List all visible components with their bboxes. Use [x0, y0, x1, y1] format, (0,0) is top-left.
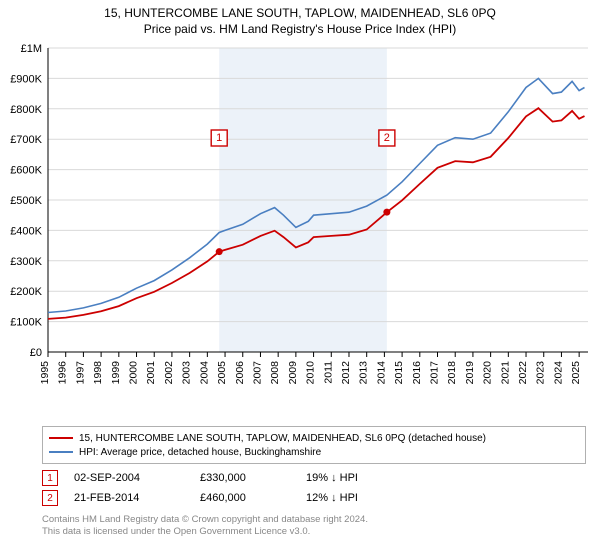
x-tick-label: 2009 — [287, 361, 299, 385]
transaction-row: 1 02-SEP-2004 £330,000 19% ↓ HPI — [42, 468, 586, 488]
x-tick-label: 2000 — [128, 361, 140, 385]
x-tick-label: 2004 — [198, 361, 210, 385]
y-tick-label: £200K — [10, 286, 42, 298]
transaction-price: £330,000 — [200, 472, 290, 484]
transaction-marker-number: 1 — [216, 132, 222, 144]
attribution: Contains HM Land Registry data © Crown c… — [42, 514, 586, 538]
x-tick-label: 2008 — [269, 361, 281, 385]
x-tick-label: 2022 — [517, 361, 529, 385]
page-subtitle: Price paid vs. HM Land Registry's House … — [0, 20, 600, 42]
transaction-dot — [383, 209, 390, 216]
y-tick-label: £900K — [10, 73, 42, 85]
y-tick-label: £500K — [10, 195, 42, 207]
transaction-index: 1 — [42, 470, 58, 486]
x-tick-label: 2001 — [145, 361, 157, 385]
y-tick-label: £600K — [10, 165, 42, 177]
x-tick-label: 2025 — [570, 361, 582, 385]
transaction-date: 21-FEB-2014 — [74, 492, 184, 504]
x-tick-label: 1999 — [110, 361, 122, 385]
x-tick-label: 1995 — [39, 361, 51, 385]
attribution-line: Contains HM Land Registry data © Crown c… — [42, 514, 586, 526]
x-tick-label: 2017 — [429, 361, 441, 385]
y-tick-label: £800K — [10, 104, 42, 116]
transaction-row: 2 21-FEB-2014 £460,000 12% ↓ HPI — [42, 488, 586, 508]
y-tick-label: £400K — [10, 225, 42, 237]
x-tick-label: 2021 — [499, 361, 511, 385]
y-tick-label: £700K — [10, 134, 42, 146]
x-tick-label: 2023 — [535, 361, 547, 385]
transaction-delta: 19% ↓ HPI — [306, 472, 358, 484]
legend: 15, HUNTERCOMBE LANE SOUTH, TAPLOW, MAID… — [42, 426, 586, 464]
x-tick-label: 2019 — [464, 361, 476, 385]
y-tick-label: £0 — [30, 347, 42, 359]
x-tick-label: 2014 — [375, 361, 387, 385]
legend-label: HPI: Average price, detached house, Buck… — [79, 447, 321, 458]
x-tick-label: 2013 — [358, 361, 370, 385]
y-tick-label: £100K — [10, 317, 42, 329]
x-tick-label: 1998 — [92, 361, 104, 385]
x-tick-label: 2015 — [393, 361, 405, 385]
legend-swatch — [49, 451, 73, 453]
transaction-index: 2 — [42, 490, 58, 506]
x-tick-label: 2005 — [216, 361, 228, 385]
transactions-table: 1 02-SEP-2004 £330,000 19% ↓ HPI 2 21-FEB-201… — [42, 468, 586, 508]
legend-label: 15, HUNTERCOMBE LANE SOUTH, TAPLOW, MAID… — [79, 433, 486, 444]
legend-swatch — [49, 437, 73, 439]
transaction-marker-number: 2 — [384, 132, 390, 144]
transaction-price: £460,000 — [200, 492, 290, 504]
x-tick-label: 2011 — [322, 361, 334, 384]
price-chart: £0 £100K £200K £300K £400K £500K £600K £700K £80… — [0, 42, 600, 422]
x-tick-label: 1997 — [74, 361, 86, 385]
legend-item: HPI: Average price, detached house, Buck… — [49, 445, 579, 459]
x-tick-label: 2012 — [340, 361, 352, 385]
y-tick-label: £1M — [21, 43, 42, 55]
x-tick-label: 2002 — [163, 361, 175, 385]
y-tick-label: £300K — [10, 256, 42, 268]
page-title: 15, HUNTERCOMBE LANE SOUTH, TAPLOW, MAID… — [0, 0, 600, 20]
x-tick-label: 2006 — [234, 361, 246, 385]
transaction-delta: 12% ↓ HPI — [306, 492, 358, 504]
x-tick-label: 2007 — [251, 361, 263, 385]
attribution-line: This data is licensed under the Open Gov… — [42, 526, 586, 538]
x-tick-label: 2003 — [181, 361, 193, 385]
legend-item: 15, HUNTERCOMBE LANE SOUTH, TAPLOW, MAID… — [49, 431, 579, 445]
x-tick-label: 2016 — [411, 361, 423, 385]
x-tick-label: 2020 — [482, 361, 494, 385]
transaction-dot — [216, 248, 223, 255]
x-tick-label: 2018 — [446, 361, 458, 385]
transaction-date: 02-SEP-2004 — [74, 472, 184, 484]
x-tick-label: 2010 — [305, 361, 317, 385]
x-tick-label: 2024 — [552, 361, 564, 385]
x-tick-label: 1996 — [57, 361, 69, 385]
